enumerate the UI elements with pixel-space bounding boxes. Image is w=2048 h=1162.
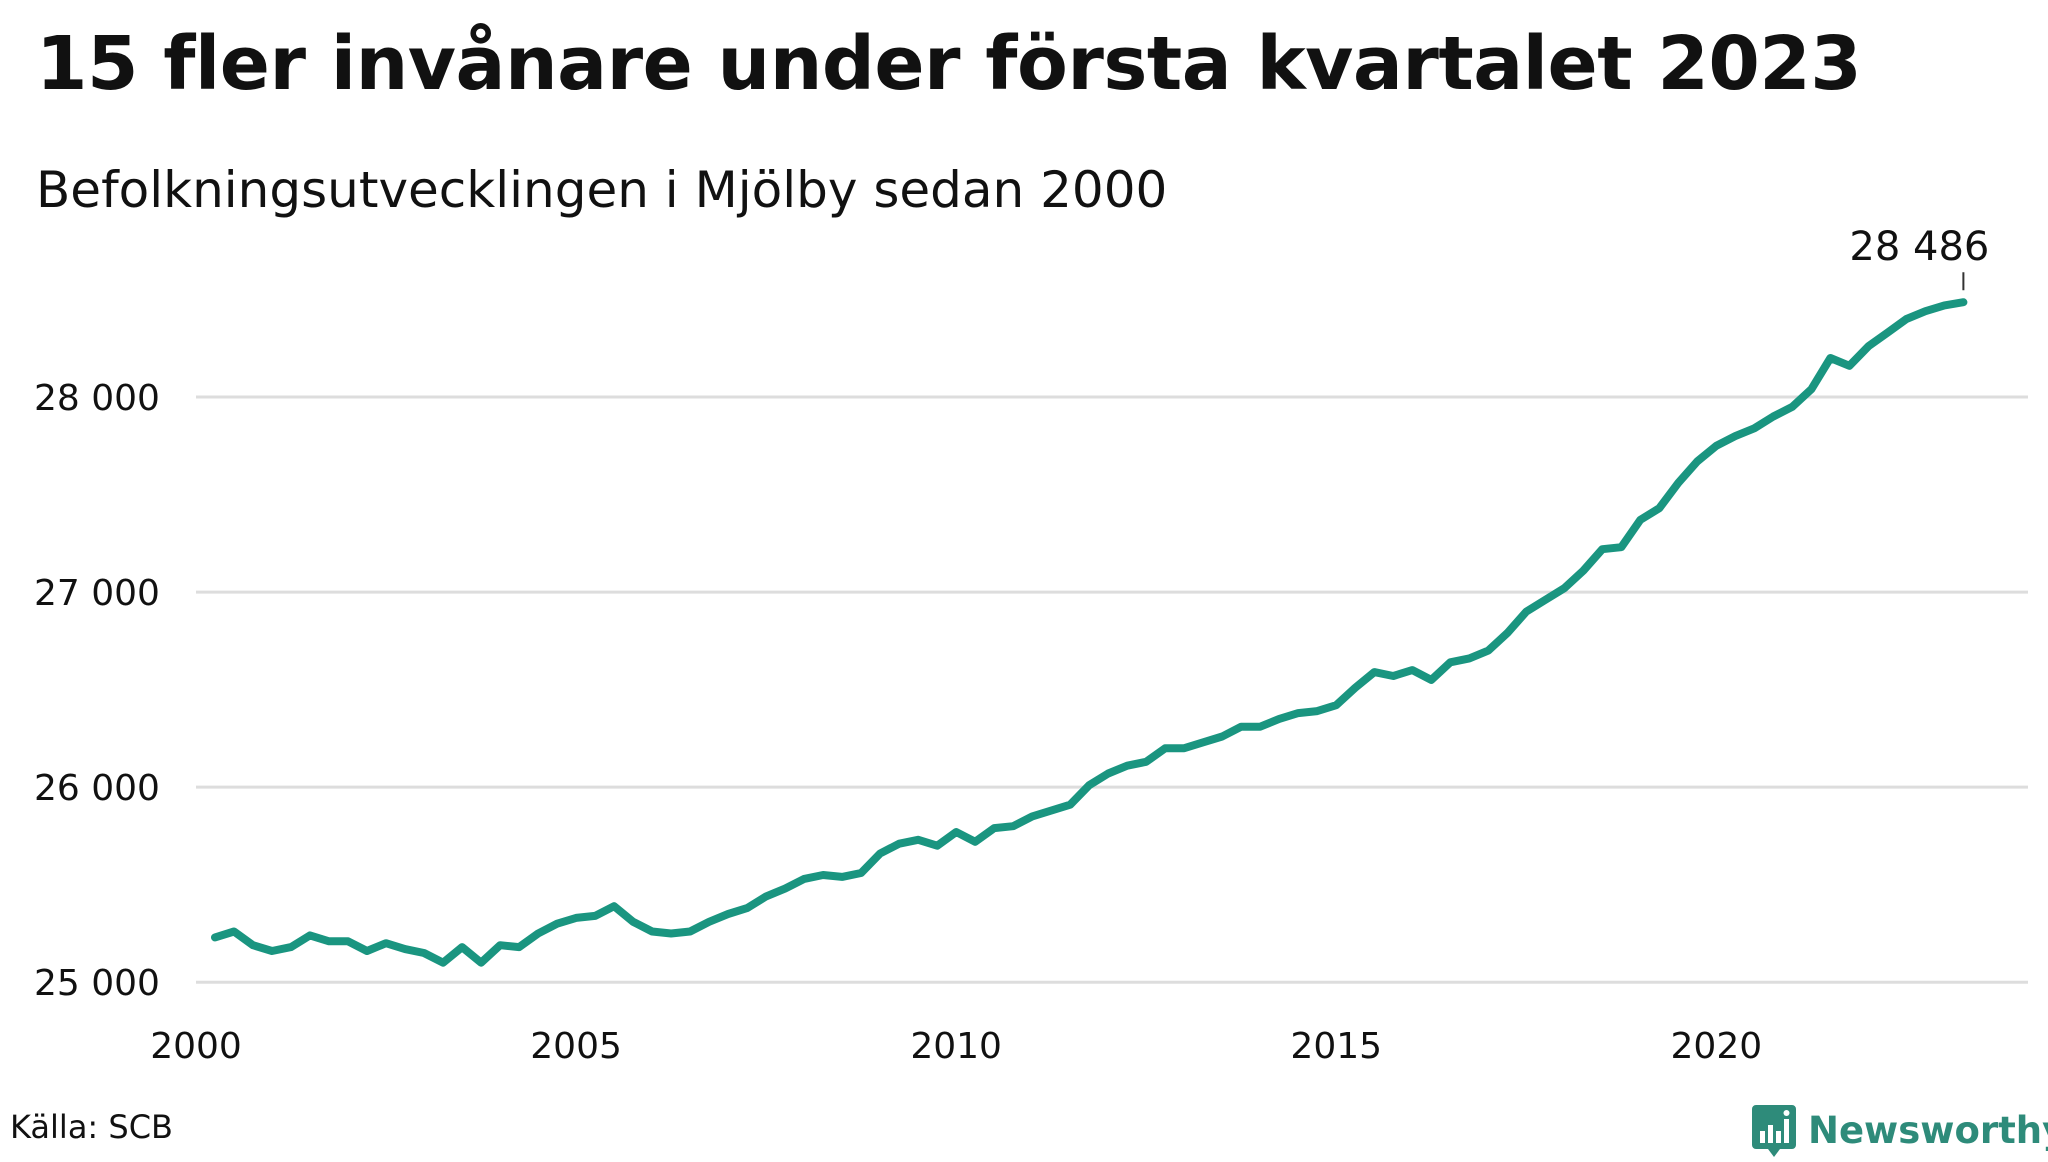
series-layer: [211, 298, 1968, 967]
chart-title: 15 fler invånare under första kvartalet …: [36, 21, 1862, 107]
source-credit: Källa: SCB: [10, 1108, 173, 1146]
annotations: 28 486: [1849, 224, 1989, 291]
x-tick-label: 2000: [150, 1026, 242, 1067]
brand-name: Newsworthy: [1808, 1108, 2048, 1152]
x-tick-label: 2015: [1290, 1026, 1382, 1067]
y-tick-label: 25 000: [34, 963, 160, 1004]
x-tick-label: 2010: [910, 1026, 1002, 1067]
population-line-chart: 25 000 26 000 27 000 28 000 2000 2005 2010 201…: [34, 224, 2028, 1067]
annotation-label: 28 486: [1849, 224, 1989, 270]
grid-lines: [196, 395, 2028, 984]
y-tick-label: 27 000: [34, 573, 160, 614]
newsworthy-logo-icon: [1752, 1105, 1796, 1157]
chart-subtitle: Befolkningsutvecklingen i Mjölby sedan 2…: [36, 161, 1168, 219]
series-line: [211, 298, 1968, 967]
y-axis-tick-labels: 25 000 26 000 27 000 28 000: [34, 378, 160, 1004]
newsworthy-brand: Newsworthy: [1752, 1098, 2048, 1162]
x-tick-label: 2005: [530, 1026, 622, 1067]
y-tick-label: 26 000: [34, 768, 160, 809]
x-axis-tick-labels: 2000 2005 2010 2015 2020: [150, 1026, 1762, 1067]
y-tick-label: 28 000: [34, 378, 160, 419]
x-tick-label: 2020: [1671, 1026, 1763, 1067]
